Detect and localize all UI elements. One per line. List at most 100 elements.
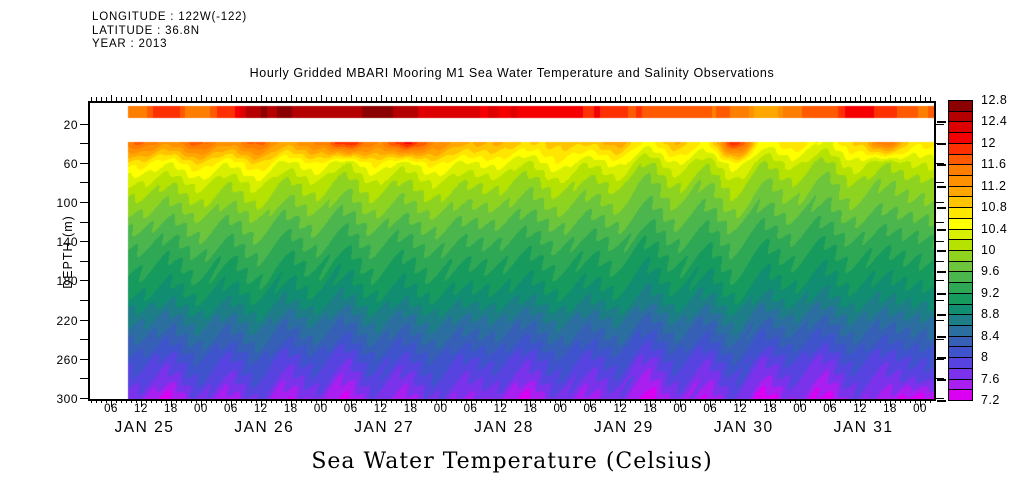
- x-axis-tick: [195, 399, 197, 403]
- x-axis-tick: [850, 97, 852, 101]
- x-axis-tick: [175, 399, 177, 403]
- x-axis-tick: [465, 97, 467, 101]
- x-axis-tick: [225, 97, 227, 101]
- x-axis-tick: [400, 97, 402, 101]
- x-axis-tick: [585, 97, 587, 101]
- x-axis-tick: [300, 399, 302, 403]
- y-axis-tick: [80, 202, 88, 203]
- x-axis-tick: [111, 399, 112, 407]
- x-axis-tick: [795, 399, 797, 403]
- x-axis-tick: [155, 97, 157, 101]
- x-axis-tick: [645, 399, 647, 403]
- x-axis-hour-label: 12: [253, 403, 268, 415]
- x-axis-tick: [295, 97, 297, 101]
- x-axis-hour-label: 06: [223, 403, 238, 415]
- x-axis-tick: [160, 399, 162, 403]
- x-axis-hour-label: 00: [313, 403, 328, 415]
- x-axis-tick: [675, 399, 677, 403]
- x-axis-tick: [870, 399, 872, 403]
- y-axis-tick: [80, 143, 88, 145]
- x-axis-hour-label: 18: [763, 403, 778, 415]
- y-axis-tick: [80, 358, 88, 360]
- x-axis-tick: [780, 399, 782, 403]
- x-axis-tick: [225, 399, 227, 403]
- x-axis-tick: [310, 399, 312, 403]
- x-axis-tick: [445, 97, 447, 101]
- y-axis-tick: [80, 339, 88, 341]
- x-axis-tick: [575, 399, 577, 403]
- colorbar-tick: [937, 378, 946, 381]
- x-axis-tick: [910, 399, 912, 403]
- x-axis-hour-label: 12: [493, 403, 508, 415]
- x-axis-tick: [880, 97, 882, 101]
- x-axis-tick: [140, 399, 142, 407]
- x-axis-tick: [705, 97, 707, 101]
- x-axis-tick: [355, 97, 357, 101]
- x-axis-tick: [375, 399, 377, 403]
- y-axis-tick: [936, 241, 944, 243]
- x-axis-day-label: JAN 27: [354, 419, 415, 436]
- x-axis-tick: [575, 97, 577, 101]
- y-axis-tick: [80, 378, 88, 380]
- x-axis-tick: [135, 97, 137, 101]
- x-axis-tick: [580, 97, 582, 101]
- y-axis-tick-label: 260: [56, 352, 78, 367]
- x-axis-tick: [890, 399, 892, 407]
- x-axis-tick: [125, 399, 127, 403]
- x-axis-tick: [235, 97, 237, 101]
- x-axis-tick: [250, 97, 252, 101]
- x-axis-tick: [440, 399, 442, 407]
- x-axis-tick: [325, 399, 327, 403]
- colorbar-tick: [937, 292, 946, 295]
- x-axis-hour-label: 12: [134, 403, 148, 415]
- x-axis-tick: [875, 399, 877, 403]
- x-axis-tick: [905, 399, 907, 403]
- x-axis-tick: [405, 97, 407, 101]
- x-axis-tick: [770, 95, 772, 101]
- x-axis-tick: [315, 97, 317, 101]
- x-axis-tick: [255, 399, 257, 403]
- x-axis-tick: [740, 399, 742, 407]
- x-axis-tick: [270, 399, 272, 403]
- colorbar-tick-label: 11.2: [981, 178, 1007, 193]
- x-axis-tick: [415, 399, 417, 403]
- x-axis-tick: [475, 399, 477, 403]
- x-axis-tick: [640, 399, 642, 403]
- x-axis-tick: [775, 97, 777, 101]
- x-axis-tick: [145, 97, 147, 101]
- x-axis-tick: [285, 399, 287, 403]
- colorbar-tick: [937, 400, 946, 402]
- x-axis-tick: [320, 95, 322, 101]
- y-axis-tick-label: 180: [56, 274, 78, 289]
- x-axis-tick: [380, 95, 382, 101]
- x-axis-tick: [620, 399, 622, 407]
- x-axis-hour-label: 12: [373, 403, 388, 415]
- x-axis-tick: [125, 97, 127, 101]
- y-axis-tick-label: 20: [63, 117, 78, 132]
- colorbar-cell: [948, 389, 973, 401]
- x-axis-tick: [840, 97, 842, 101]
- x-axis-tick: [470, 95, 472, 101]
- x-axis-tick: [755, 399, 757, 403]
- x-axis-tick: [445, 399, 447, 403]
- x-axis-tick: [870, 97, 872, 101]
- x-axis-tick: [565, 399, 567, 403]
- longitude-label: LONGITUDE : 122W(-122): [92, 11, 247, 23]
- x-axis-tick: [805, 399, 807, 403]
- x-axis-tick: [895, 399, 897, 403]
- y-axis-title: DEPTH (m): [61, 215, 75, 289]
- x-axis-tick: [700, 399, 702, 403]
- x-axis-tick: [835, 399, 837, 403]
- x-axis-tick: [580, 399, 582, 403]
- colorbar-tick: [937, 228, 946, 231]
- x-axis-tick: [900, 97, 902, 101]
- x-axis-tick: [715, 97, 717, 101]
- x-axis-tick: [825, 97, 827, 101]
- y-axis-tick: [936, 319, 944, 321]
- colorbar-tick: [937, 335, 946, 338]
- x-axis-tick: [365, 399, 367, 403]
- x-axis-tick: [135, 399, 137, 403]
- x-axis-tick: [495, 97, 497, 101]
- y-axis-tick: [80, 162, 88, 164]
